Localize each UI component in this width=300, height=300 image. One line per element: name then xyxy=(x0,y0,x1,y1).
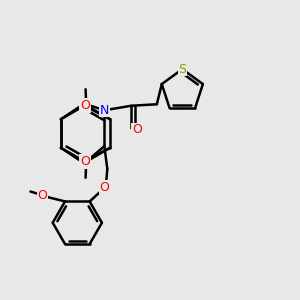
Text: S: S xyxy=(178,63,186,76)
Text: O: O xyxy=(132,123,142,136)
Text: O: O xyxy=(80,155,90,168)
Text: O: O xyxy=(99,181,109,194)
Text: N: N xyxy=(100,104,109,117)
Text: O: O xyxy=(38,189,47,202)
Text: O: O xyxy=(80,99,90,112)
